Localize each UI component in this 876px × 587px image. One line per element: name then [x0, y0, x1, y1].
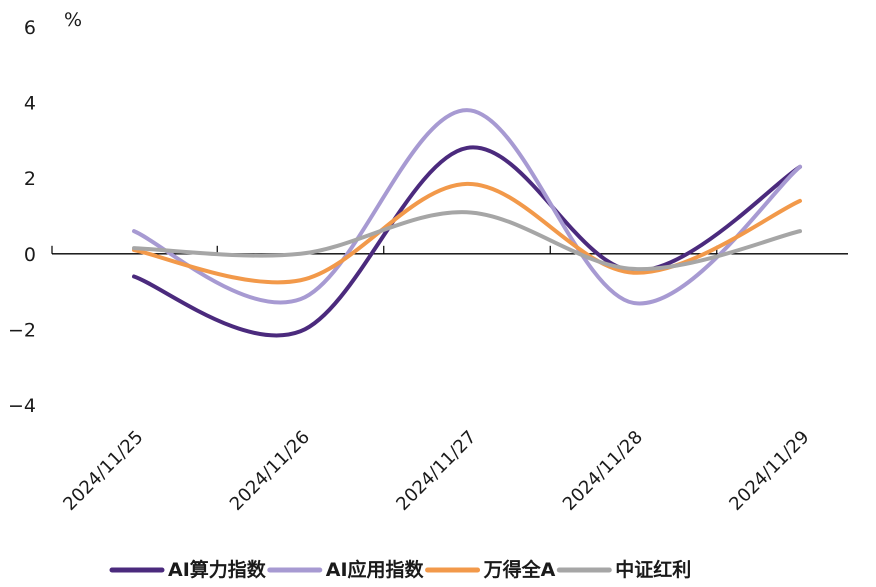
- series-line-2: [132, 108, 802, 306]
- y-tick-label: 0: [24, 244, 36, 266]
- y-tick-label: 6: [24, 17, 36, 39]
- x-tick-label: 2024/11/25: [59, 427, 147, 515]
- legend-label: AI应用指数: [326, 558, 425, 581]
- y-tick-label: −4: [8, 395, 36, 417]
- series-lines: [132, 108, 802, 338]
- y-tick-label: 4: [24, 93, 36, 115]
- y-tick-label: 2: [24, 168, 36, 190]
- x-tick-label: 2024/11/28: [559, 427, 647, 515]
- legend-label: AI算力指数: [168, 558, 267, 581]
- x-axis-labels: 2024/11/25 2024/11/26 2024/11/27 2024/11/28…: [59, 427, 813, 515]
- legend-label: 中证红利: [615, 558, 691, 581]
- y-axis-unit-label: %: [64, 9, 82, 31]
- series-line-4: [132, 210, 802, 272]
- x-tick-label: 2024/11/29: [725, 427, 813, 515]
- series-line-1: [132, 145, 802, 338]
- legend: AI算力指数 AI应用指数 万得全A 中证红利: [109, 558, 691, 581]
- y-axis-ticks: 6 4 2 0 −2 −4: [8, 17, 36, 417]
- x-tick-label: 2024/11/26: [226, 427, 314, 515]
- x-tick-label: 2024/11/27: [392, 427, 480, 515]
- legend-label: 万得全A: [483, 558, 556, 581]
- series-line-3: [132, 181, 802, 285]
- y-tick-label: −2: [8, 319, 36, 341]
